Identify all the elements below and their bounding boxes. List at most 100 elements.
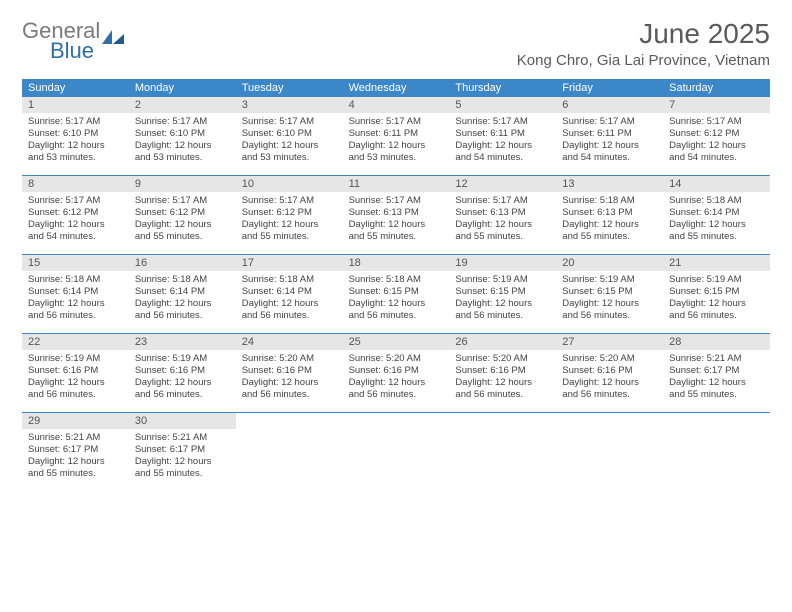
sunrise-text: Sunrise: 5:21 AM	[669, 353, 764, 365]
sunset-text: Sunset: 6:11 PM	[349, 128, 444, 140]
title-block: June 2025 Kong Chro, Gia Lai Province, V…	[517, 18, 770, 69]
daylight-text: Daylight: 12 hours and 56 minutes.	[28, 298, 123, 322]
sunrise-text: Sunrise: 5:18 AM	[562, 195, 657, 207]
sunrise-text: Sunrise: 5:19 AM	[135, 353, 230, 365]
sunrise-text: Sunrise: 5:17 AM	[455, 116, 550, 128]
day-cell: 8Sunrise: 5:17 AMSunset: 6:12 PMDaylight…	[22, 176, 129, 254]
day-number: 9	[129, 176, 236, 192]
day-body: Sunrise: 5:17 AMSunset: 6:10 PMDaylight:…	[236, 113, 343, 168]
sunset-text: Sunset: 6:12 PM	[242, 207, 337, 219]
day-body: Sunrise: 5:20 AMSunset: 6:16 PMDaylight:…	[449, 350, 556, 405]
day-cell: 13Sunrise: 5:18 AMSunset: 6:13 PMDayligh…	[556, 176, 663, 254]
daylight-text: Daylight: 12 hours and 56 minutes.	[242, 298, 337, 322]
day-body: Sunrise: 5:18 AMSunset: 6:14 PMDaylight:…	[663, 192, 770, 247]
sunset-text: Sunset: 6:15 PM	[562, 286, 657, 298]
day-cell: 7Sunrise: 5:17 AMSunset: 6:12 PMDaylight…	[663, 97, 770, 175]
daylight-text: Daylight: 12 hours and 56 minutes.	[562, 377, 657, 401]
sunrise-text: Sunrise: 5:17 AM	[135, 195, 230, 207]
day-number: 17	[236, 255, 343, 271]
day-cell: 29Sunrise: 5:21 AMSunset: 6:17 PMDayligh…	[22, 413, 129, 491]
day-body: Sunrise: 5:17 AMSunset: 6:11 PMDaylight:…	[343, 113, 450, 168]
sunrise-text: Sunrise: 5:21 AM	[135, 432, 230, 444]
sunset-text: Sunset: 6:11 PM	[562, 128, 657, 140]
sunrise-text: Sunrise: 5:19 AM	[455, 274, 550, 286]
day-cell: 25Sunrise: 5:20 AMSunset: 6:16 PMDayligh…	[343, 334, 450, 412]
day-body: Sunrise: 5:17 AMSunset: 6:11 PMDaylight:…	[556, 113, 663, 168]
sunrise-text: Sunrise: 5:17 AM	[455, 195, 550, 207]
sunset-text: Sunset: 6:16 PM	[28, 365, 123, 377]
logo: GeneralBlue	[22, 18, 124, 64]
sunrise-text: Sunrise: 5:20 AM	[242, 353, 337, 365]
day-cell: 6Sunrise: 5:17 AMSunset: 6:11 PMDaylight…	[556, 97, 663, 175]
logo-sail-icon	[102, 28, 124, 44]
sunset-text: Sunset: 6:12 PM	[669, 128, 764, 140]
weekday-sun: Sunday	[22, 79, 129, 97]
sunrise-text: Sunrise: 5:18 AM	[349, 274, 444, 286]
daylight-text: Daylight: 12 hours and 55 minutes.	[135, 456, 230, 480]
sunset-text: Sunset: 6:16 PM	[455, 365, 550, 377]
day-body: Sunrise: 5:20 AMSunset: 6:16 PMDaylight:…	[556, 350, 663, 405]
day-cell: 28Sunrise: 5:21 AMSunset: 6:17 PMDayligh…	[663, 334, 770, 412]
daylight-text: Daylight: 12 hours and 53 minutes.	[28, 140, 123, 164]
day-body: Sunrise: 5:19 AMSunset: 6:15 PMDaylight:…	[449, 271, 556, 326]
day-number: 2	[129, 97, 236, 113]
daylight-text: Daylight: 12 hours and 53 minutes.	[349, 140, 444, 164]
day-body: Sunrise: 5:19 AMSunset: 6:16 PMDaylight:…	[22, 350, 129, 405]
day-body: Sunrise: 5:18 AMSunset: 6:14 PMDaylight:…	[129, 271, 236, 326]
sunset-text: Sunset: 6:17 PM	[135, 444, 230, 456]
sunrise-text: Sunrise: 5:17 AM	[135, 116, 230, 128]
sunset-text: Sunset: 6:12 PM	[28, 207, 123, 219]
day-number: 28	[663, 334, 770, 350]
day-body: Sunrise: 5:21 AMSunset: 6:17 PMDaylight:…	[22, 429, 129, 484]
sunset-text: Sunset: 6:13 PM	[349, 207, 444, 219]
daylight-text: Daylight: 12 hours and 56 minutes.	[135, 298, 230, 322]
day-number: 16	[129, 255, 236, 271]
weekday-mon: Monday	[129, 79, 236, 97]
day-cell: 3Sunrise: 5:17 AMSunset: 6:10 PMDaylight…	[236, 97, 343, 175]
day-body: Sunrise: 5:17 AMSunset: 6:13 PMDaylight:…	[449, 192, 556, 247]
day-cell	[663, 413, 770, 491]
day-number: 27	[556, 334, 663, 350]
day-body: Sunrise: 5:21 AMSunset: 6:17 PMDaylight:…	[129, 429, 236, 484]
day-body: Sunrise: 5:20 AMSunset: 6:16 PMDaylight:…	[236, 350, 343, 405]
day-cell: 30Sunrise: 5:21 AMSunset: 6:17 PMDayligh…	[129, 413, 236, 491]
daylight-text: Daylight: 12 hours and 56 minutes.	[669, 298, 764, 322]
day-number: 4	[343, 97, 450, 113]
daylight-text: Daylight: 12 hours and 53 minutes.	[135, 140, 230, 164]
day-number: 15	[22, 255, 129, 271]
week-row: 1Sunrise: 5:17 AMSunset: 6:10 PMDaylight…	[22, 97, 770, 176]
sunrise-text: Sunrise: 5:18 AM	[669, 195, 764, 207]
weekday-sat: Saturday	[663, 79, 770, 97]
day-cell: 17Sunrise: 5:18 AMSunset: 6:14 PMDayligh…	[236, 255, 343, 333]
weekday-row: Sunday Monday Tuesday Wednesday Thursday…	[22, 79, 770, 97]
day-number: 12	[449, 176, 556, 192]
daylight-text: Daylight: 12 hours and 55 minutes.	[135, 219, 230, 243]
daylight-text: Daylight: 12 hours and 54 minutes.	[28, 219, 123, 243]
sunset-text: Sunset: 6:16 PM	[135, 365, 230, 377]
location: Kong Chro, Gia Lai Province, Vietnam	[517, 52, 770, 69]
daylight-text: Daylight: 12 hours and 56 minutes.	[349, 377, 444, 401]
day-body: Sunrise: 5:18 AMSunset: 6:15 PMDaylight:…	[343, 271, 450, 326]
day-number: 25	[343, 334, 450, 350]
day-body: Sunrise: 5:17 AMSunset: 6:13 PMDaylight:…	[343, 192, 450, 247]
sunset-text: Sunset: 6:15 PM	[455, 286, 550, 298]
day-body: Sunrise: 5:18 AMSunset: 6:14 PMDaylight:…	[22, 271, 129, 326]
sunrise-text: Sunrise: 5:18 AM	[135, 274, 230, 286]
sunrise-text: Sunrise: 5:17 AM	[349, 116, 444, 128]
header: GeneralBlue June 2025 Kong Chro, Gia Lai…	[22, 18, 770, 69]
daylight-text: Daylight: 12 hours and 54 minutes.	[562, 140, 657, 164]
day-body: Sunrise: 5:19 AMSunset: 6:16 PMDaylight:…	[129, 350, 236, 405]
daylight-text: Daylight: 12 hours and 53 minutes.	[242, 140, 337, 164]
day-number: 1	[22, 97, 129, 113]
day-cell: 12Sunrise: 5:17 AMSunset: 6:13 PMDayligh…	[449, 176, 556, 254]
sunset-text: Sunset: 6:10 PM	[28, 128, 123, 140]
sunrise-text: Sunrise: 5:17 AM	[242, 195, 337, 207]
day-cell: 23Sunrise: 5:19 AMSunset: 6:16 PMDayligh…	[129, 334, 236, 412]
day-number: 30	[129, 413, 236, 429]
daylight-text: Daylight: 12 hours and 54 minutes.	[455, 140, 550, 164]
day-number: 29	[22, 413, 129, 429]
day-cell: 11Sunrise: 5:17 AMSunset: 6:13 PMDayligh…	[343, 176, 450, 254]
sunset-text: Sunset: 6:17 PM	[669, 365, 764, 377]
day-cell: 21Sunrise: 5:19 AMSunset: 6:15 PMDayligh…	[663, 255, 770, 333]
sunset-text: Sunset: 6:16 PM	[242, 365, 337, 377]
